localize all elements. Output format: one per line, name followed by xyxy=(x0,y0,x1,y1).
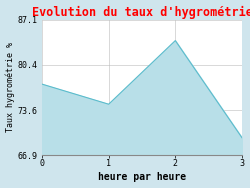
X-axis label: heure par heure: heure par heure xyxy=(98,172,186,182)
Title: Evolution du taux d'hygrométrie: Evolution du taux d'hygrométrie xyxy=(32,6,250,19)
Y-axis label: Taux hygrométrie %: Taux hygrométrie % xyxy=(6,42,15,133)
